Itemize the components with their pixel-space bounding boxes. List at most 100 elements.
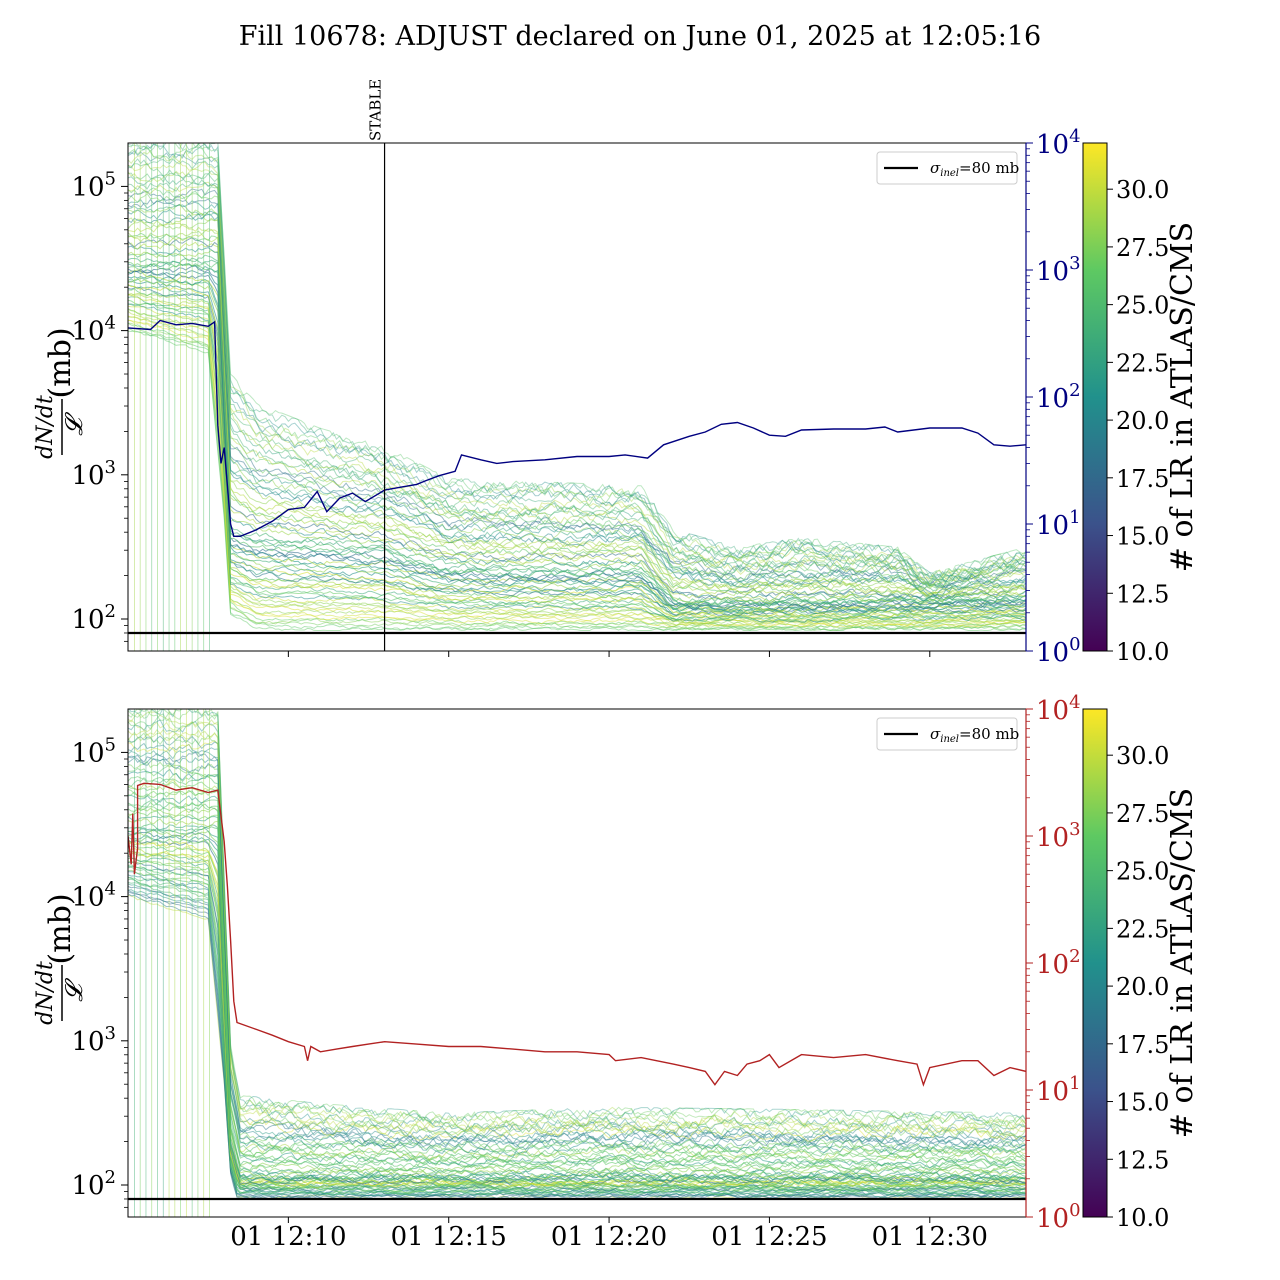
bottom-y2-ticks: 104 103 102 101 100 [1025,692,1081,1234]
figure-title: Fill 10678: ADJUST declared on June 01, … [239,21,1041,52]
bunch-trace [128,149,1026,583]
bunch-trace [128,757,1026,1151]
bunch-trace [128,219,1026,598]
x-tick-label: 01 12:20 [551,1222,667,1252]
bunch-trace [128,296,1026,621]
y-tick-label: 102 [71,1167,116,1201]
bunch-trace [128,779,1026,1161]
bunch-trace [128,186,1026,589]
bunch-trace [128,709,1026,1128]
bunch-trace [128,789,1026,1166]
bunch-trace [128,719,1026,1135]
y2-tick-label: 102 [1036,946,1081,980]
bunch-trace [128,319,1026,628]
bottom-secondary-trace [128,782,1026,1087]
bunch-trace [128,276,1026,613]
top-legend: σinel=80 mb [876,151,1019,185]
bunch-trace [128,299,1026,621]
colorbar-tick-label: 12.5 [1116,1146,1169,1174]
bottom-legend: σinel=80 mb [876,717,1019,751]
bunch-trace [128,327,1026,632]
bunch-trace [128,143,1026,579]
bunch-trace [128,768,1026,1158]
bottom-ylabel-unit: (mb) [43,893,78,964]
colorbar-tick-label: 15.0 [1116,523,1169,551]
bunch-trace [128,748,1026,1147]
bunch-trace [128,740,1026,1142]
colorbar-tick-label: 30.0 [1116,742,1169,770]
bunch-trace [128,294,1026,619]
bunch-trace [128,263,1026,610]
bunch-trace [128,818,1026,1180]
bunch-trace [128,213,1026,597]
bunch-trace [128,171,1026,585]
y-tick-label: 102 [71,601,116,635]
colorbar-tick-label: 12.5 [1116,580,1169,608]
bunch-trace [128,305,1026,623]
bunch-trace [128,824,1026,1181]
bunch-trace [128,143,1026,588]
bottom-colorbar-ticks: 10.0 12.5 15.0 17.5 20.0 22.5 25.0 27.5 30.0 [1107,742,1169,1232]
bunch-trace [128,257,1026,606]
bunch-trace [128,322,1026,631]
bottom-y-ticks: 105 104 103 102 [71,734,128,1208]
bunch-trace [128,143,1026,579]
bunch-trace [128,876,1026,1196]
x-tick-label: 01 12:15 [391,1222,507,1252]
colorbar-tick-label: 27.5 [1116,234,1169,262]
top-y-axis-label: dN/dt 𝓛 (mb) [33,327,88,458]
colorbar-tick-label: 25.0 [1116,858,1169,886]
top-x-ticks [287,651,931,657]
x-tick-label: 01 12:25 [711,1222,827,1252]
top-y2-ticks: 104 103 102 101 100 [1025,126,1081,668]
colorbar-tick-label: 10.0 [1116,1204,1169,1232]
bunch-trace [128,761,1026,1153]
bunch-trace [128,188,1026,589]
bunch-trace [128,249,1026,605]
bunch-trace [128,776,1026,1160]
bottom-colorbar-label: # of LR in ATLAS/CMS [1165,788,1200,1138]
top-colorbar: 10.0 12.5 15.0 17.5 20.0 22.5 25.0 27.5 30.0 # o… [1082,142,1200,666]
y-tick-label: 103 [71,1023,116,1057]
bunch-trace [128,713,1026,1131]
bunch-trace [128,160,1026,581]
bottom-ylabel-den: 𝓛 [60,978,88,1002]
bunch-trace [128,788,1026,1165]
y2-tick-label: 101 [1036,507,1081,541]
bunch-trace [128,719,1026,1135]
bunch-trace [128,269,1026,611]
y-tick-label: 104 [71,879,116,913]
x-tick-label: 01 12:30 [872,1222,988,1252]
y-tick-label: 105 [71,734,116,768]
bunch-trace [128,732,1026,1139]
top-colorbar-ticks: 10.0 12.5 15.0 17.5 20.0 22.5 25.0 27.5 30.0 [1107,176,1169,666]
bunch-trace [128,204,1026,592]
top-ylabel-den: 𝓛 [60,412,88,436]
bunch-trace [128,172,1026,585]
bunch-trace [128,212,1026,596]
bunch-trace [128,742,1026,1146]
bunch-trace [128,168,1026,586]
colorbar-tick-label: 20.0 [1116,407,1169,435]
y2-tick-label: 102 [1036,380,1081,414]
bunch-trace [128,772,1026,1157]
y2-tick-label: 101 [1036,1073,1081,1107]
top-bands [128,143,1026,651]
bunch-trace [128,893,1026,1200]
bunch-trace [128,800,1026,1172]
stable-marker-label: STABLE [367,79,385,141]
bottom-bands [128,709,1026,1217]
bunch-trace [128,330,1026,632]
bunch-trace [128,838,1026,1186]
bottom-ylabel-num: dN/dt [33,961,58,1025]
bunch-trace [128,763,1026,1155]
bunch-trace [128,208,1026,598]
x-tick-label: 01 12:10 [230,1222,346,1252]
bunch-trace [128,309,1026,625]
bunch-trace [128,270,1026,611]
y2-tick-label: 100 [1036,1200,1081,1234]
bunch-trace [128,181,1026,588]
bunch-trace [128,810,1026,1177]
bottom-y-axis-label: dN/dt 𝓛 (mb) [33,893,88,1024]
